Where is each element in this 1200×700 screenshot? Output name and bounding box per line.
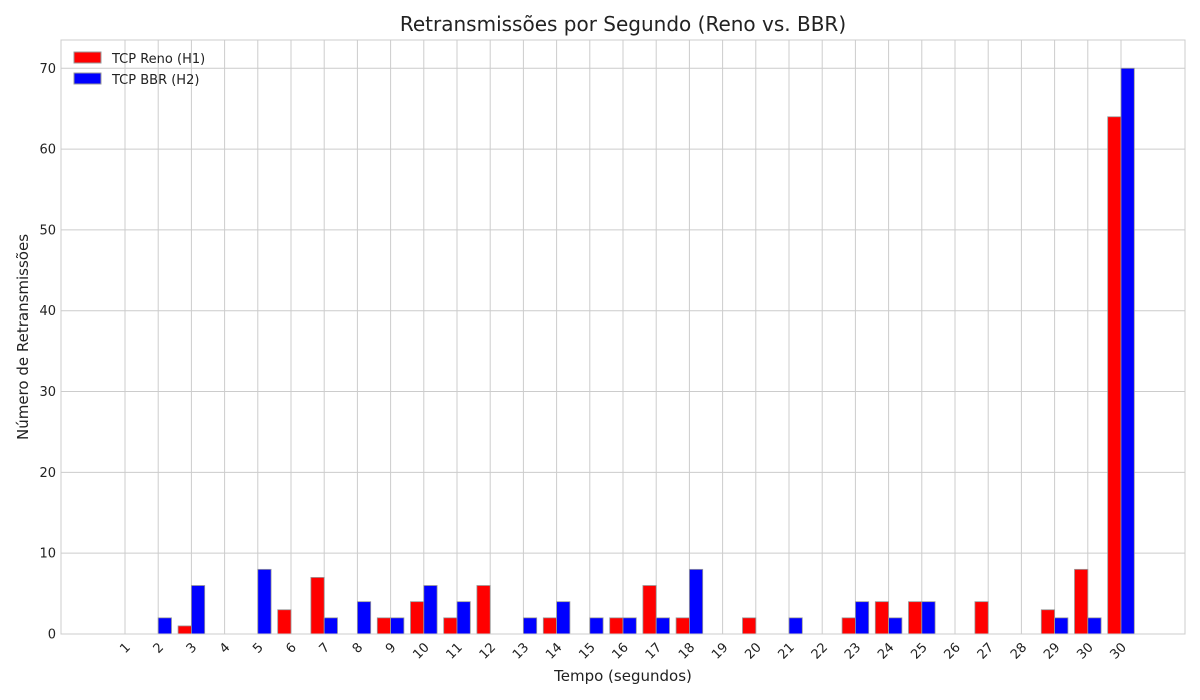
reno-bar: [874, 601, 889, 635]
reno-bar: [376, 617, 391, 635]
y-tick-label: 60: [39, 143, 56, 158]
reno-bar: [908, 601, 923, 635]
x-tick-label: 17: [643, 640, 665, 662]
x-tick-label: 18: [676, 640, 698, 662]
x-tick-label: 22: [809, 640, 831, 662]
reno-bar: [642, 585, 657, 635]
bbr-bar: [689, 568, 704, 635]
bbr-bar: [157, 617, 172, 635]
bbr-bar: [323, 617, 338, 635]
y-tick-label: 50: [39, 223, 56, 238]
plot-frame: [60, 39, 1186, 635]
bbr-bar: [523, 617, 538, 635]
grid: [61, 40, 1185, 635]
bbr-bar: [190, 585, 206, 635]
reno-bar: [443, 617, 458, 635]
reno-bar: [542, 617, 557, 635]
bbr-bar: [589, 617, 604, 635]
x-tick-label: 7: [317, 640, 333, 656]
reno-bar: [277, 609, 292, 635]
x-tick-label: 15: [576, 640, 598, 662]
bbr-bar: [1120, 67, 1135, 635]
legend-swatch-bbr: [73, 72, 102, 85]
x-tick-label: 14: [543, 640, 565, 662]
reno-bar: [609, 617, 624, 635]
x-tick-label: 9: [383, 640, 399, 656]
x-tick-label: 20: [742, 640, 764, 662]
y-tick-label: 30: [39, 385, 56, 400]
x-tick-label: 30: [1108, 640, 1130, 662]
x-tick-label: 10: [410, 640, 432, 662]
reno-bar: [1074, 568, 1089, 635]
y-tick-label: 20: [39, 466, 56, 481]
x-tick-label: 27: [975, 640, 997, 662]
bbr-bar: [1054, 617, 1069, 635]
bbr-bar: [921, 601, 936, 635]
legend-label-bbr: TCP BBR (H2): [111, 73, 199, 88]
x-tick-label: 4: [217, 640, 233, 656]
x-tick-label: 29: [1041, 640, 1063, 662]
y-tick-label: 70: [39, 62, 56, 77]
x-tick-label: 25: [908, 640, 930, 662]
bbr-bar: [1087, 617, 1102, 635]
reno-bar: [974, 601, 989, 635]
bbr-bar: [655, 617, 670, 635]
bbr-bar: [257, 568, 272, 635]
x-tick-label: 21: [776, 640, 798, 662]
x-tick-label: 6: [283, 640, 299, 656]
bbr-bar: [356, 601, 372, 635]
chart-title: Retransmissões por Segundo (Reno vs. BBR…: [400, 12, 846, 36]
reno-bar: [841, 617, 856, 635]
x-tick-label: 16: [610, 640, 632, 662]
x-axis-label: Tempo (segundos): [553, 667, 692, 685]
bbr-bar: [855, 601, 870, 635]
bbr-bar: [622, 617, 637, 635]
reno-bar: [1107, 116, 1122, 635]
bars: [157, 67, 1135, 635]
x-tick-label: 12: [477, 640, 499, 662]
reno-bar: [1040, 609, 1056, 635]
x-tick-label: 30: [1074, 640, 1096, 662]
x-tick-label: 28: [1008, 640, 1030, 662]
bbr-bar: [423, 585, 438, 635]
x-tick-label: 3: [184, 640, 200, 656]
x-tick-label: 5: [250, 640, 266, 656]
x-tick-label: 8: [350, 640, 366, 656]
bbr-bar: [456, 601, 471, 635]
bbr-bar: [556, 601, 571, 635]
legend-label-reno: TCP Reno (H1): [111, 52, 205, 67]
x-tick-label: 26: [942, 640, 964, 662]
bbr-bar: [390, 617, 405, 635]
y-axis-label: Número de Retransmissões: [14, 234, 32, 440]
x-tick-label: 23: [842, 640, 864, 662]
x-tick-label: 13: [510, 640, 532, 662]
x-tick-label: 1: [117, 640, 133, 656]
legend-swatch-reno: [73, 51, 102, 64]
reno-bar: [310, 577, 325, 635]
reno-bar: [177, 625, 192, 635]
bbr-bar: [788, 617, 803, 635]
x-tick-label: 24: [875, 640, 897, 662]
x-tick-label: 19: [709, 640, 731, 662]
reno-bar: [742, 617, 757, 635]
reno-bar: [675, 617, 690, 635]
y-tick-label: 10: [39, 547, 56, 562]
reno-bar: [476, 585, 491, 635]
x-tick-label: 11: [444, 640, 466, 662]
x-tick-label: 2: [151, 640, 167, 656]
y-tick-label: 0: [48, 628, 56, 643]
y-tick-label: 40: [39, 304, 56, 319]
bbr-bar: [888, 617, 903, 635]
legend: TCP Reno (H1) TCP BBR (H2): [73, 51, 205, 88]
reno-bar: [410, 601, 425, 635]
